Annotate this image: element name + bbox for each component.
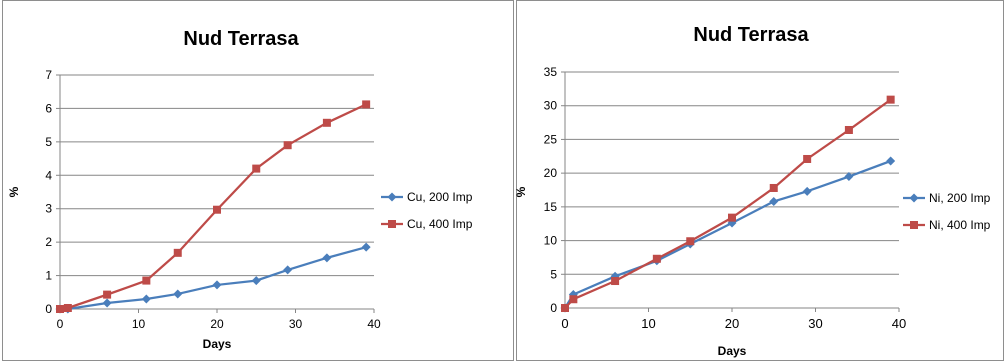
legend-marker xyxy=(387,192,397,202)
y-tick-label: 25 xyxy=(544,132,558,146)
data-point xyxy=(802,186,812,196)
series-line xyxy=(564,98,892,309)
x-tick-label: 10 xyxy=(641,316,655,331)
y-axis-label: % xyxy=(7,186,21,197)
data-point xyxy=(361,242,371,252)
chart-cu: Nud Terrasa 0 1 2 3 4 5 6 7 0 10 20 30 40 Days% Cu, 20… xyxy=(7,28,473,351)
data-point xyxy=(844,125,853,134)
x-tick-label: 30 xyxy=(289,317,303,331)
data-point xyxy=(142,276,151,285)
data-point xyxy=(611,277,620,286)
data-point xyxy=(251,276,261,286)
data-point xyxy=(173,248,182,257)
y-tick-label: 5 xyxy=(45,135,52,149)
y-tick-label: 35 xyxy=(544,65,558,79)
x-tick-label: 30 xyxy=(808,316,822,331)
data-point xyxy=(886,156,896,166)
x-tick-label: 20 xyxy=(725,316,739,331)
legend-label: Ni, 400 Imp xyxy=(929,218,991,232)
data-point xyxy=(213,205,221,214)
x-tick-label: 40 xyxy=(892,316,906,331)
x-axis-label: Days xyxy=(203,337,232,351)
y-tick-label: 3 xyxy=(45,202,52,216)
y-tick-label: 10 xyxy=(544,234,558,248)
legend-marker xyxy=(388,220,396,228)
y-tick-label: 5 xyxy=(550,267,557,281)
data-point xyxy=(322,253,332,263)
data-point xyxy=(652,254,661,263)
data-point xyxy=(252,164,261,173)
data-point xyxy=(141,294,151,304)
data-point xyxy=(686,237,695,246)
x-tick-label: 0 xyxy=(561,316,568,331)
y-axis-label: % xyxy=(514,186,528,197)
chart-ni: Nud Terrasa 0 5 10 15 20 25 30 35 0 10 20 30 40 Days%… xyxy=(514,24,991,358)
chart-title: Nud Terrasa xyxy=(693,24,809,46)
data-point xyxy=(728,213,736,222)
legend-label: Cu, 200 Imp xyxy=(407,190,473,204)
x-tick-label: 40 xyxy=(367,317,381,331)
y-tick-label: 7 xyxy=(45,68,52,82)
data-point xyxy=(322,118,331,127)
data-point xyxy=(886,95,895,104)
y-tick-label: 0 xyxy=(550,301,557,315)
data-point xyxy=(283,141,292,150)
x-tick-label: 20 xyxy=(210,317,224,331)
data-point xyxy=(283,265,293,275)
data-point xyxy=(56,305,64,313)
legend-label: Cu, 400 Imp xyxy=(407,217,473,231)
y-tick-label: 0 xyxy=(45,302,52,316)
x-axis-label: Days xyxy=(718,344,747,358)
series-line xyxy=(564,159,892,309)
x-tick-label: 10 xyxy=(132,317,146,331)
x-tick-label: 0 xyxy=(57,317,64,331)
data-point xyxy=(212,280,222,290)
series-line xyxy=(59,103,367,311)
y-tick-label: 20 xyxy=(544,166,558,180)
data-point xyxy=(63,303,72,312)
legend-marker xyxy=(910,221,918,229)
chart-panel-ni: Nud Terrasa 0 5 10 15 20 25 30 35 0 10 20 30 40 Days%… xyxy=(514,0,1004,361)
y-tick-label: 2 xyxy=(45,235,52,249)
data-point xyxy=(769,183,778,192)
data-point xyxy=(173,289,183,299)
y-tick-label: 30 xyxy=(544,99,558,113)
data-point xyxy=(803,154,812,163)
data-point xyxy=(102,298,112,308)
legend-marker xyxy=(909,193,919,203)
data-point xyxy=(769,196,779,206)
legend-label: Ni, 200 Imp xyxy=(929,191,991,205)
y-tick-label: 1 xyxy=(45,269,52,283)
y-tick-label: 6 xyxy=(45,101,52,115)
data-point xyxy=(569,295,578,304)
data-point xyxy=(844,172,854,182)
y-tick-label: 15 xyxy=(544,200,558,214)
data-point xyxy=(362,100,371,109)
y-tick-label: 4 xyxy=(45,168,52,182)
series-line xyxy=(60,246,367,311)
chart-panel-cu: Nud Terrasa 0 1 2 3 4 5 6 7 0 10 20 30 40 Days% Cu, 20… xyxy=(2,0,514,361)
data-point xyxy=(103,290,112,299)
chart-title: Nud Terrasa xyxy=(183,28,299,50)
data-point xyxy=(561,304,569,312)
